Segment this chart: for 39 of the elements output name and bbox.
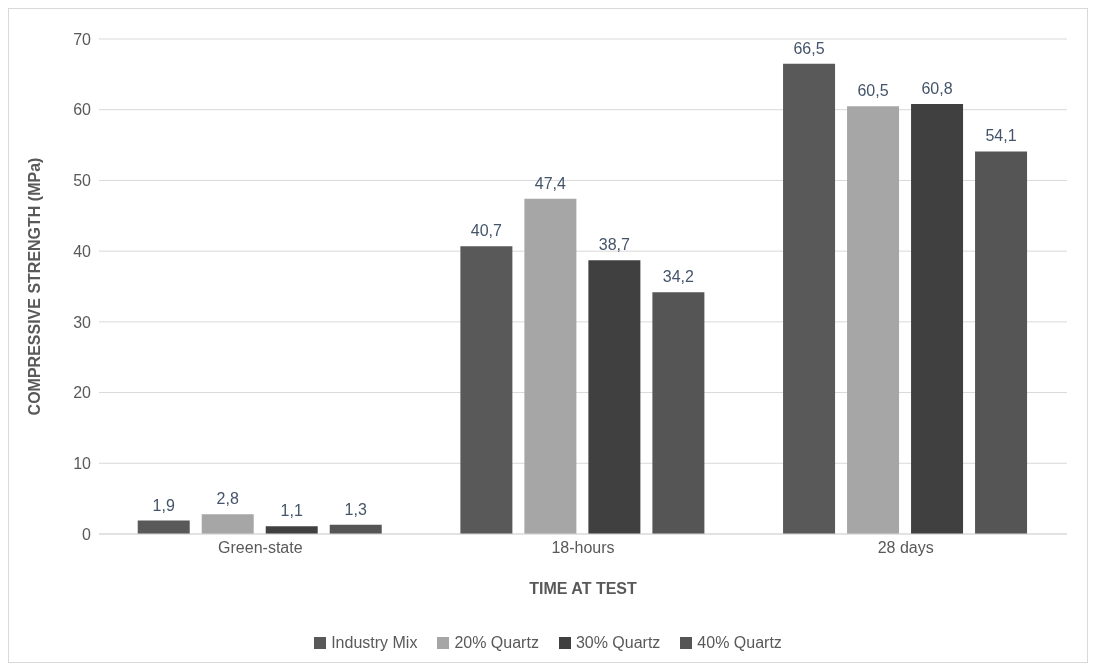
- x-tick-label: 18-hours: [551, 539, 615, 557]
- legend-label: 30% Quartz: [574, 634, 661, 652]
- y-tick-label: 20: [73, 384, 92, 402]
- legend-label: 20% Quartz: [453, 634, 539, 652]
- bar: [588, 260, 641, 534]
- x-tick-label: 28 days: [877, 539, 934, 557]
- data-label: 2,8: [216, 490, 239, 508]
- data-label: 60,8: [921, 80, 953, 98]
- legend-label: 40% Quartz: [696, 634, 782, 652]
- y-tick-label: 0: [82, 525, 92, 543]
- bar: [201, 514, 254, 534]
- bar: [265, 526, 318, 534]
- bar: [911, 104, 964, 534]
- y-tick-label: 50: [73, 172, 92, 190]
- data-label: 47,4: [534, 174, 567, 192]
- legend-label: Industry Mix: [330, 634, 418, 652]
- data-label: 66,5: [793, 39, 825, 57]
- y-tick-label: 30: [73, 313, 92, 331]
- y-tick-label: 60: [73, 101, 92, 119]
- bar: [975, 151, 1028, 534]
- y-axis-title: COMPRESSIVE STRENGTH (MPa): [25, 157, 43, 416]
- bar: [460, 246, 513, 534]
- data-label: 60,5: [857, 82, 889, 100]
- data-label: 54,1: [985, 127, 1017, 145]
- y-tick-label: 40: [73, 242, 92, 260]
- data-label: 1,1: [280, 502, 303, 520]
- bar: [524, 198, 577, 534]
- data-label: 40,7: [470, 222, 503, 240]
- y-tick-label: 10: [73, 454, 92, 472]
- bar: [783, 63, 836, 534]
- data-label: 38,7: [598, 236, 631, 254]
- x-axis-title: TIME AT TEST: [529, 580, 637, 597]
- data-label: 34,2: [662, 268, 695, 286]
- y-tick-label: 70: [73, 30, 92, 48]
- bar: [847, 106, 900, 534]
- data-label: 1,3: [344, 500, 367, 518]
- data-label: 1,9: [152, 496, 175, 514]
- bar: [652, 292, 705, 534]
- x-tick-label: Green-state: [218, 539, 303, 557]
